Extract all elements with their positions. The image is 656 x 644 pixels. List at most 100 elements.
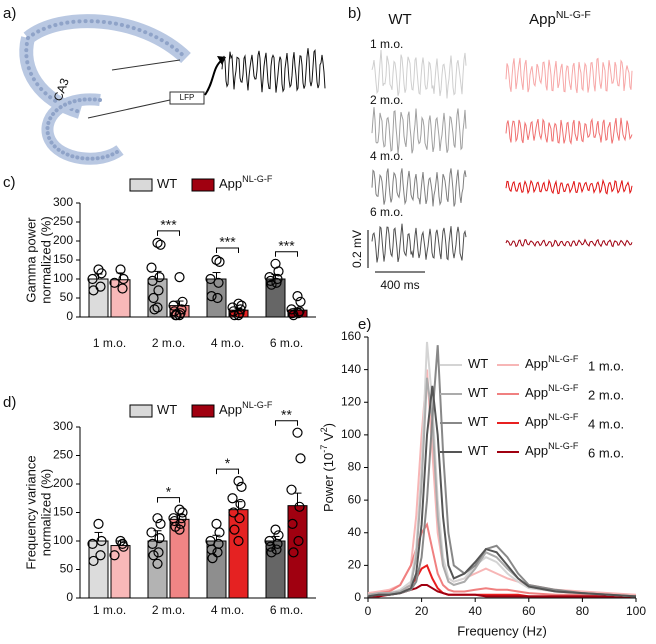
bar [169, 518, 190, 599]
y-tick-label: 50 [60, 562, 74, 576]
data-point [177, 507, 188, 518]
y-tick-label: 150 [53, 252, 73, 266]
data-point [236, 481, 247, 492]
data-point [109, 277, 120, 288]
error-bar [293, 492, 302, 506]
error-bar [153, 530, 162, 541]
legend-label-part: WT [468, 385, 488, 400]
y-axis-label: Power (10-7 V2) [319, 423, 336, 512]
data-point [292, 291, 303, 302]
data-point [229, 524, 240, 535]
y-tick-label: 160 [341, 329, 361, 343]
data-point [228, 507, 239, 518]
data-point [96, 268, 107, 279]
legend-label-part: NL-G-F [548, 441, 579, 451]
y-tick-label: 100 [341, 427, 361, 441]
data-point [174, 310, 185, 321]
significance-bracket [157, 497, 180, 503]
data-point [286, 484, 297, 495]
electrode-line [111, 59, 181, 71]
legend-label-part: NL-G-F [548, 383, 579, 393]
significance-bracket [275, 420, 298, 426]
y-tick-label: 250 [53, 214, 73, 228]
bar [110, 279, 131, 318]
column-title-part: App [529, 11, 556, 28]
data-point [95, 550, 106, 561]
y-axis-label: normalized (%) [38, 469, 53, 556]
data-point [88, 285, 99, 296]
y-tick-label: 50 [60, 290, 74, 304]
significance-label: * [166, 483, 172, 499]
series-line [367, 377, 637, 598]
data-point [87, 273, 98, 285]
data-point [88, 555, 99, 567]
app-trace [505, 117, 633, 145]
bar [147, 540, 168, 599]
legend-label-part: WT [468, 356, 488, 371]
y-axis-label: Frequency variance [23, 455, 38, 569]
column-title-part: WT [388, 11, 411, 28]
row-label: 4 m.o. [370, 149, 403, 163]
data-point [234, 513, 245, 524]
app-trace [505, 57, 633, 94]
arrow [204, 59, 223, 96]
data-point [272, 538, 283, 549]
panel-label: c) [3, 174, 16, 191]
data-point [213, 277, 224, 288]
legend-label: AppNL-G-F [525, 412, 579, 429]
significance-bracket [216, 247, 239, 253]
legend-swatch [191, 404, 215, 418]
data-point [214, 527, 225, 538]
x-tick-label: 4 m.o. [211, 336, 244, 350]
legend-group-label: 6 m.o. [588, 445, 624, 460]
data-point [174, 272, 185, 283]
electrode-box [169, 91, 205, 105]
y-axis-label: Gamma power [23, 217, 38, 303]
y-tick-label: 0 [66, 309, 73, 323]
data-point [265, 275, 276, 286]
legend-label-part: App [525, 443, 548, 458]
row-label: 1 m.o. [370, 37, 403, 51]
wt-trace [371, 223, 467, 263]
panel-a-drawing [19, 14, 226, 165]
data-point [169, 515, 180, 527]
x-axis-label: Frequency (Hz) [457, 623, 547, 638]
legend-group-label: 4 m.o. [588, 416, 624, 431]
data-point [152, 237, 163, 248]
data-point [155, 518, 166, 530]
y-tick-label: 0 [66, 590, 73, 604]
y-tick-label: 150 [53, 505, 73, 519]
app-trace [505, 178, 633, 195]
wt-trace [371, 168, 467, 207]
data-point [293, 535, 304, 547]
x-tick-label: 40 [469, 604, 483, 618]
x-tick-label: 100 [626, 604, 646, 618]
significance-bracket [216, 468, 239, 475]
bar [88, 540, 109, 599]
data-point [227, 493, 238, 504]
data-point [176, 304, 187, 315]
data-point [149, 304, 160, 315]
row-label: 6 m.o. [370, 205, 403, 219]
data-point [295, 453, 306, 464]
legend-label-part: WT [157, 402, 177, 417]
data-point [288, 547, 299, 558]
y-tick-label: 100 [53, 533, 73, 547]
significance-label: ** [281, 406, 292, 422]
y-axis-label: normalized (%) [38, 216, 53, 303]
y-tick-label: 100 [53, 271, 73, 285]
y-tick-label: 200 [53, 476, 73, 490]
data-point [117, 283, 128, 294]
electrode-line [87, 99, 171, 119]
significance-label: *** [219, 234, 236, 250]
column-title: WT [388, 11, 411, 28]
legend-label: WT [157, 176, 177, 191]
data-point [147, 538, 158, 549]
data-point [148, 550, 159, 561]
y-tick-label: 250 [53, 448, 73, 462]
x-tick-label: 20 [415, 604, 429, 618]
significance-label: *** [160, 217, 177, 233]
data-point [93, 518, 104, 530]
y-tick-label: 120 [341, 394, 361, 408]
